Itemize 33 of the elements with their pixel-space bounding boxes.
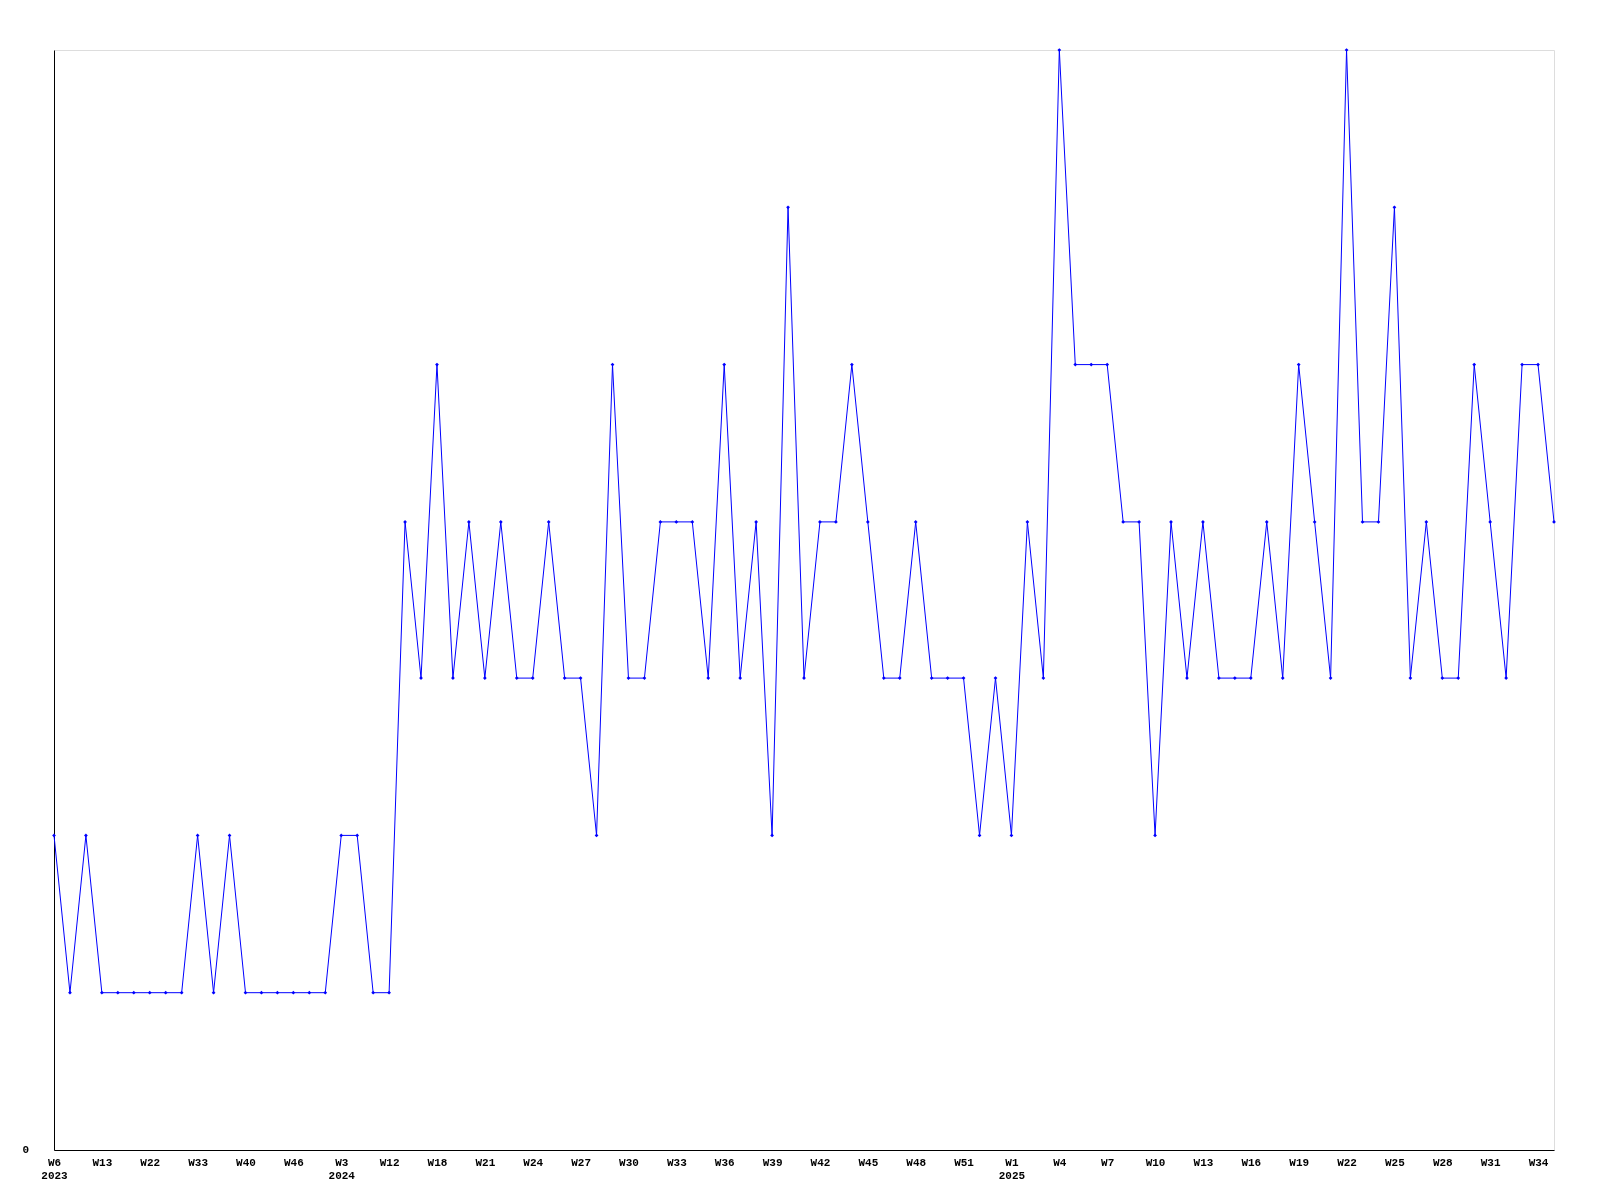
x-tick-label: W12 [379, 1156, 400, 1169]
x-tick-label: W42 [810, 1156, 831, 1169]
x-tick-label: W13 [1193, 1156, 1214, 1169]
x-tick-label: W3 2024 [328, 1156, 356, 1182]
x-tick-label: W28 [1432, 1156, 1454, 1169]
x-tick-label: W51 [954, 1156, 975, 1169]
x-tick-label: W30 [619, 1156, 639, 1169]
x-tick-label: W27 [571, 1156, 591, 1169]
x-tick-label: W39 [762, 1156, 783, 1169]
x-tick-label: W4 [1053, 1156, 1067, 1169]
x-tick-label: W31 [1480, 1156, 1501, 1169]
x-tick-label: W7 [1101, 1156, 1115, 1169]
x-tick-label: W21 [475, 1156, 496, 1169]
x-tick-label: W1 2025 [998, 1156, 1026, 1182]
x-tick-label: W6 2023 [41, 1156, 69, 1182]
x-tick-label: W40 [236, 1156, 256, 1169]
x-tick-label: W19 [1289, 1156, 1310, 1169]
x-tick-label: W33 [188, 1156, 209, 1169]
x-tick-label: W34 [1528, 1156, 1549, 1169]
x-tick-label: W22 [1337, 1156, 1357, 1169]
x-tick-label: W48 [906, 1156, 927, 1169]
x-tick-label: W24 [523, 1156, 544, 1169]
x-tick-label: W22 [140, 1156, 161, 1169]
text: 0 [22, 1144, 29, 1156]
x-tick-label: W36 [714, 1156, 735, 1169]
x-tick-label: W18 [427, 1156, 448, 1169]
x-tick-label: W13 [92, 1156, 113, 1169]
x-tick-label: W33 [666, 1156, 688, 1169]
x-tick-label: W16 [1241, 1156, 1262, 1169]
x-tick-label: W25 [1385, 1156, 1406, 1169]
x-tick-label: W46 [283, 1156, 304, 1169]
x-tick-label: W10 [1145, 1156, 1166, 1169]
x-tick-label: W45 [858, 1156, 879, 1169]
